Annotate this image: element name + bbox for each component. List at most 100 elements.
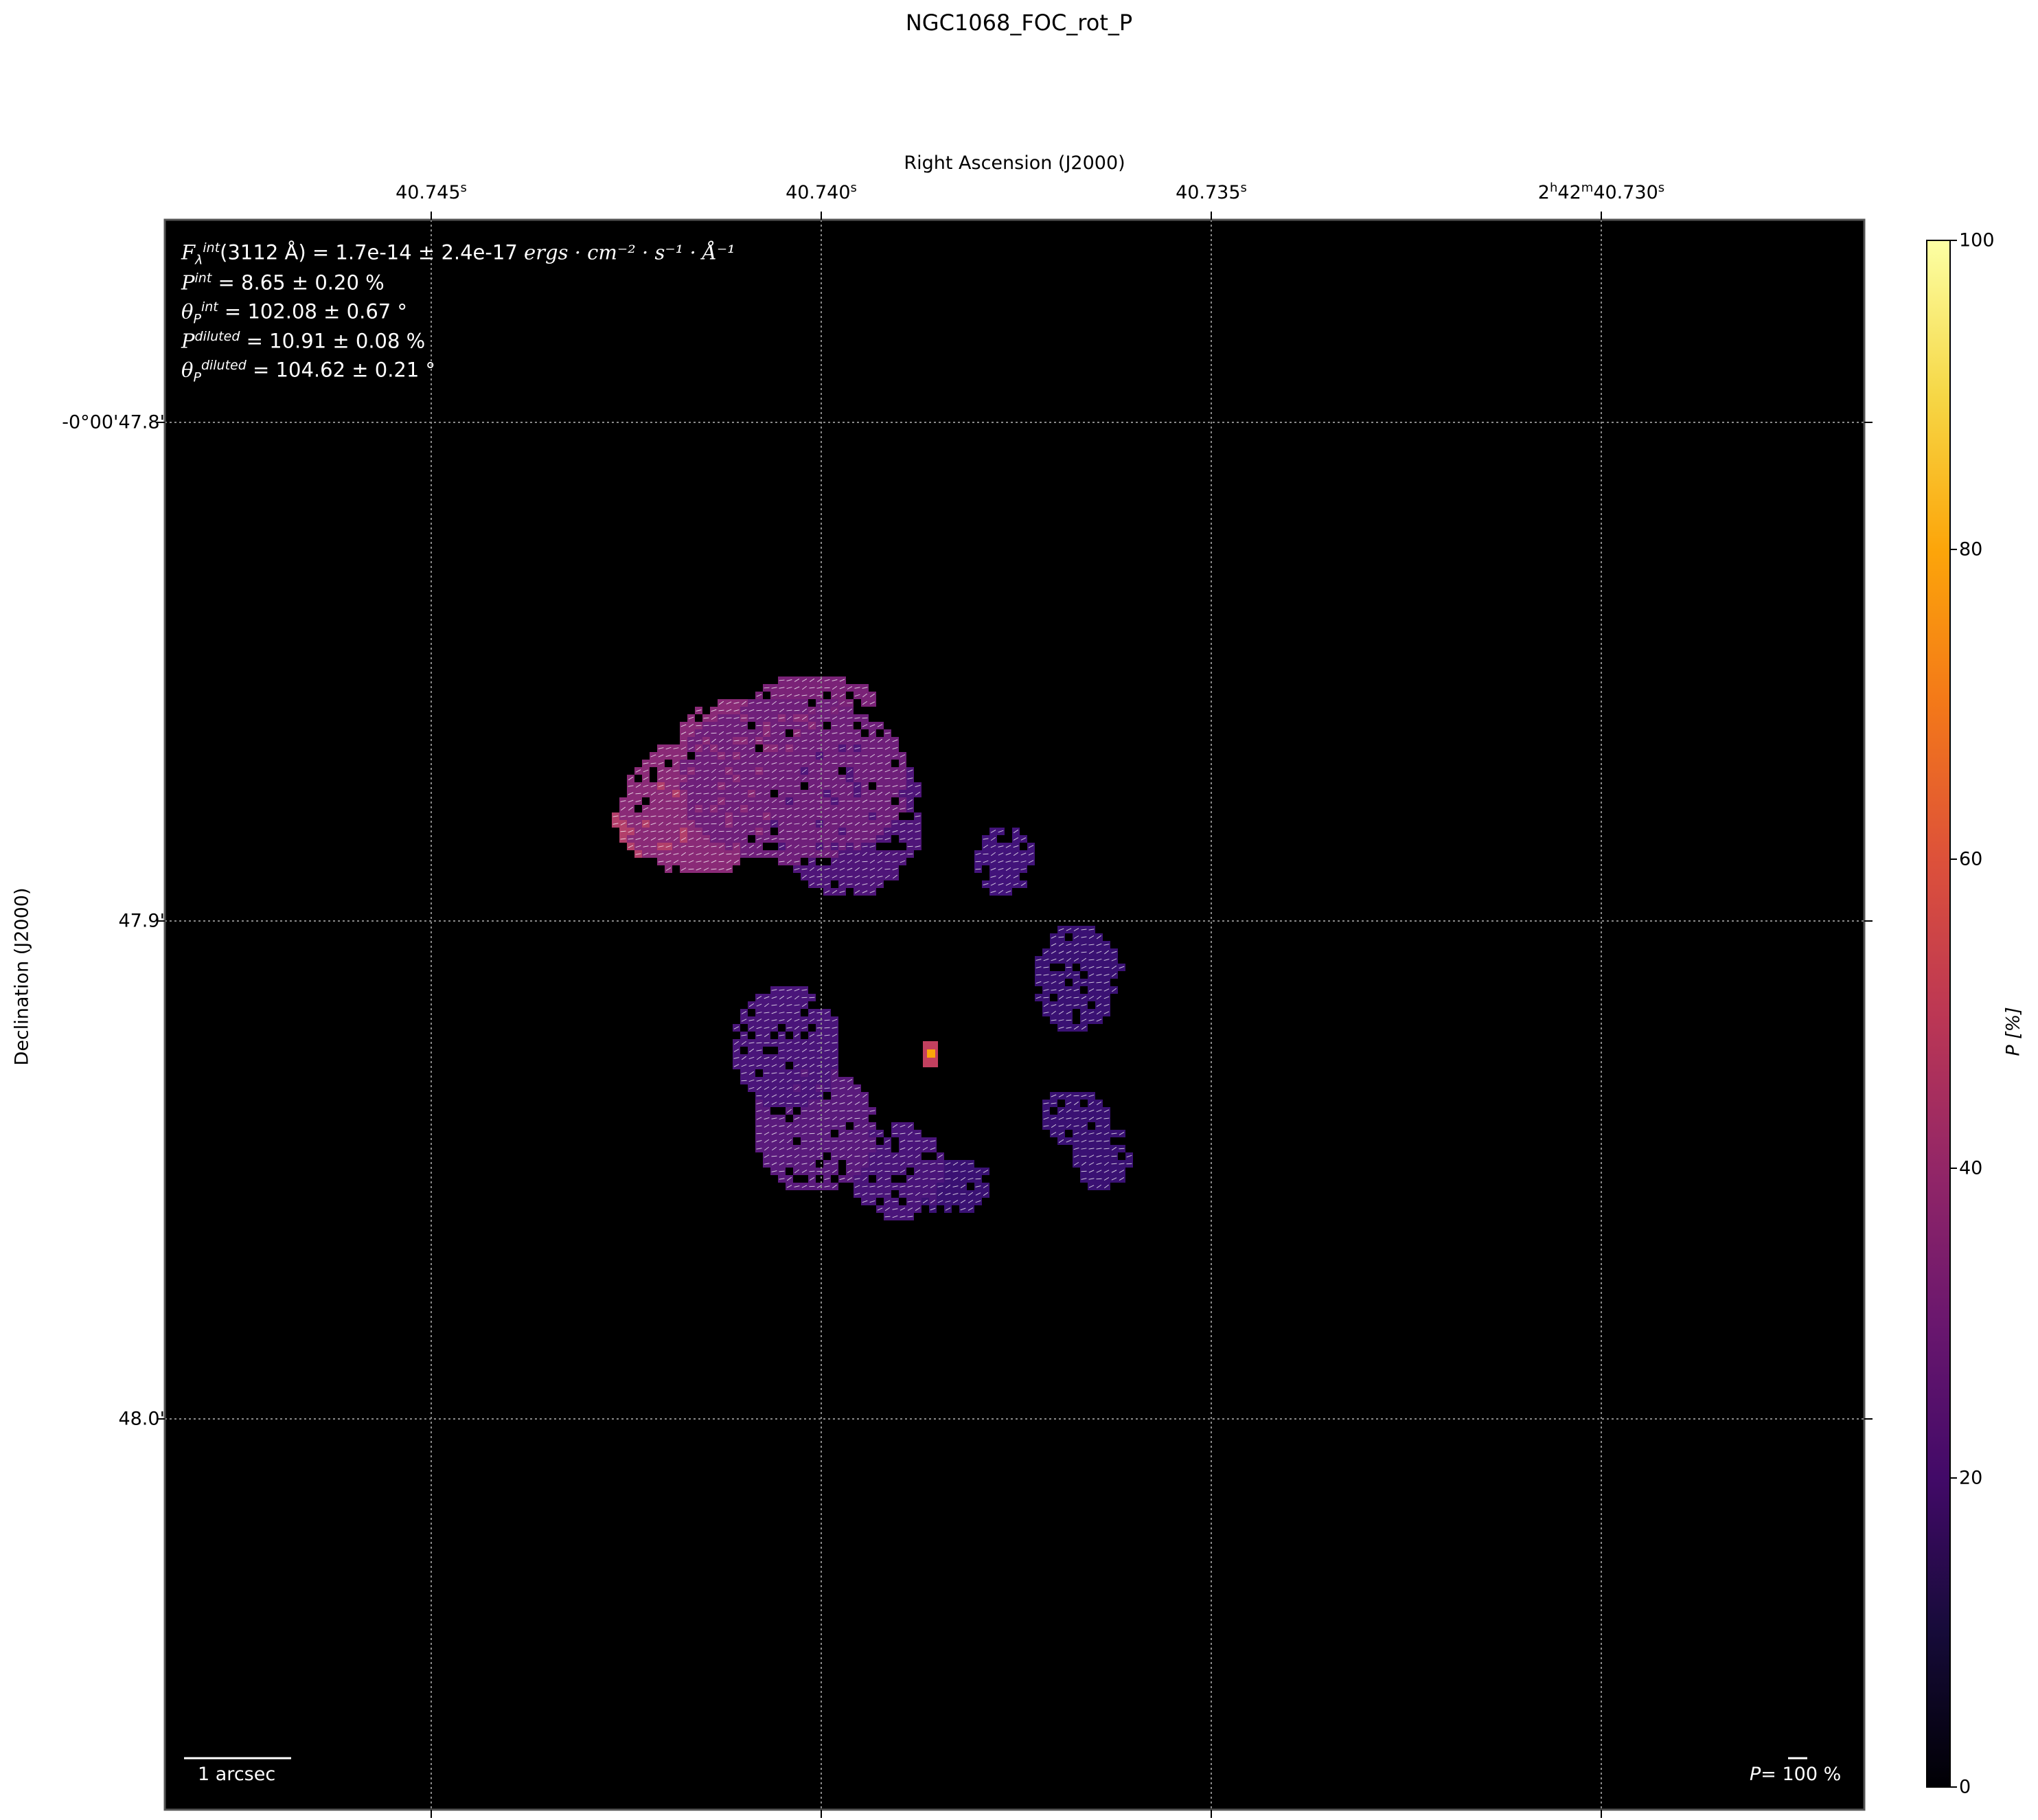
- polarization-vector: [658, 821, 664, 826]
- polarization-vector: [794, 1133, 800, 1135]
- polarization-vector: [658, 799, 664, 804]
- polarization-vector: [718, 793, 724, 795]
- polarization-vector: [703, 823, 709, 825]
- polarization-vector: [794, 799, 800, 803]
- polarization-vector: [779, 995, 785, 1000]
- polarization-vector: [680, 799, 687, 804]
- polarization-vector: [1066, 943, 1072, 946]
- polarization-vector: [854, 1117, 860, 1119]
- polarization-vector: [794, 1041, 800, 1045]
- polarization-vector: [915, 791, 921, 796]
- polarization-vector: [794, 762, 800, 764]
- polarization-vector: [794, 755, 800, 757]
- polarization-vector: [680, 861, 687, 863]
- polarization-vector: [1066, 972, 1071, 977]
- polarization-vector: [741, 815, 747, 817]
- polarization-vector: [862, 1192, 868, 1196]
- polarization-vector: [862, 1117, 868, 1120]
- polarization-vector: [847, 837, 853, 841]
- polarization-vector: [801, 1170, 808, 1173]
- polarization-vector: [839, 709, 845, 712]
- polarization-vector: [809, 852, 815, 856]
- polarization-vector: [900, 1216, 906, 1218]
- polarization-vector: [847, 686, 853, 690]
- polarization-vector: [869, 852, 875, 856]
- polarization-vector: [1111, 951, 1117, 954]
- polarization-vector: [801, 716, 808, 720]
- polarization-vector: [854, 821, 860, 826]
- polarization-vector: [688, 777, 694, 780]
- polarization-vector: [748, 762, 755, 764]
- polarization-vector: [1020, 852, 1027, 856]
- polarization-vector: [748, 822, 755, 826]
- polarization-vector: [824, 815, 830, 818]
- polarization-vector: [718, 747, 724, 750]
- polarization-vector: [703, 731, 709, 736]
- polarization-vector: [839, 867, 845, 871]
- polarization-vector: [764, 1019, 770, 1022]
- polarization-vector: [832, 1034, 838, 1037]
- colorbar-tick-label: 60: [1959, 848, 1983, 870]
- polarization-vector: [907, 1163, 913, 1165]
- polarization-vector: [847, 1146, 853, 1151]
- polarization-vector: [801, 747, 808, 749]
- polarization-vector: [741, 701, 747, 705]
- polarization-vector: [703, 777, 709, 780]
- polarization-vector: [771, 1019, 777, 1021]
- polarization-vector: [983, 883, 989, 886]
- polarization-vector: [786, 793, 792, 795]
- polarization-vector: [779, 717, 785, 719]
- polarization-vector: [824, 807, 830, 810]
- polarization-vector: [1103, 1170, 1110, 1173]
- polarization-vector: [756, 709, 762, 712]
- polarization-vector: [854, 1132, 860, 1135]
- polarization-vector: [1111, 972, 1117, 977]
- polarization-vector: [1005, 861, 1011, 863]
- polarization-vector: [741, 1080, 747, 1082]
- polarization-vector: [952, 1185, 959, 1187]
- colorbar-ticks: [1950, 240, 1957, 1788]
- polarization-vector: [748, 777, 755, 780]
- polarization-vector: [1013, 837, 1019, 841]
- polarization-vector: [1051, 1132, 1057, 1135]
- polarization-vector: [673, 815, 679, 818]
- polarization-vector: [741, 746, 747, 751]
- polarization-vector: [635, 837, 641, 841]
- polarization-vector: [975, 852, 981, 856]
- polarization-vector: [1073, 1101, 1079, 1106]
- polarization-vector: [869, 1200, 875, 1203]
- polarization-vector: [862, 762, 868, 765]
- polarization-vector: [824, 1170, 830, 1173]
- polarization-vector: [733, 1049, 740, 1052]
- polarization-vector: [1111, 1163, 1117, 1165]
- polarization-vector: [764, 996, 770, 999]
- polarization-vector: [1066, 1108, 1072, 1113]
- polarization-vector: [711, 829, 717, 834]
- polarization-vector: [748, 1019, 755, 1021]
- polarization-vector: [1096, 966, 1102, 968]
- polarization-vector: [816, 876, 823, 878]
- polarization-vector: [1051, 1019, 1057, 1021]
- polarization-vector: [718, 799, 724, 804]
- polarization-vector: [703, 793, 709, 795]
- polarization-vector: [741, 1064, 747, 1067]
- polarization-vector: [839, 747, 845, 750]
- polarization-vector: [884, 1139, 891, 1143]
- polarization-vector: [824, 1185, 830, 1187]
- polarization-vector: [696, 845, 702, 848]
- polarization-vector: [952, 1192, 959, 1196]
- polarization-vector: [854, 1124, 860, 1128]
- polarization-vector: [779, 808, 785, 810]
- polarization-vector: [968, 1163, 974, 1165]
- polarization-vector: [952, 1200, 959, 1203]
- polarization-vector: [680, 837, 687, 841]
- polarization-vector: [658, 845, 664, 848]
- polarization-vector: [990, 883, 996, 886]
- polarization-vector: [854, 694, 860, 697]
- polarization-vector: [862, 875, 868, 878]
- polarization-vector: [854, 1087, 860, 1089]
- polarization-vector: [824, 739, 830, 742]
- polarization-vector: [862, 867, 868, 871]
- polarization-vector: [801, 1155, 808, 1157]
- polarization-vector: [794, 1056, 800, 1060]
